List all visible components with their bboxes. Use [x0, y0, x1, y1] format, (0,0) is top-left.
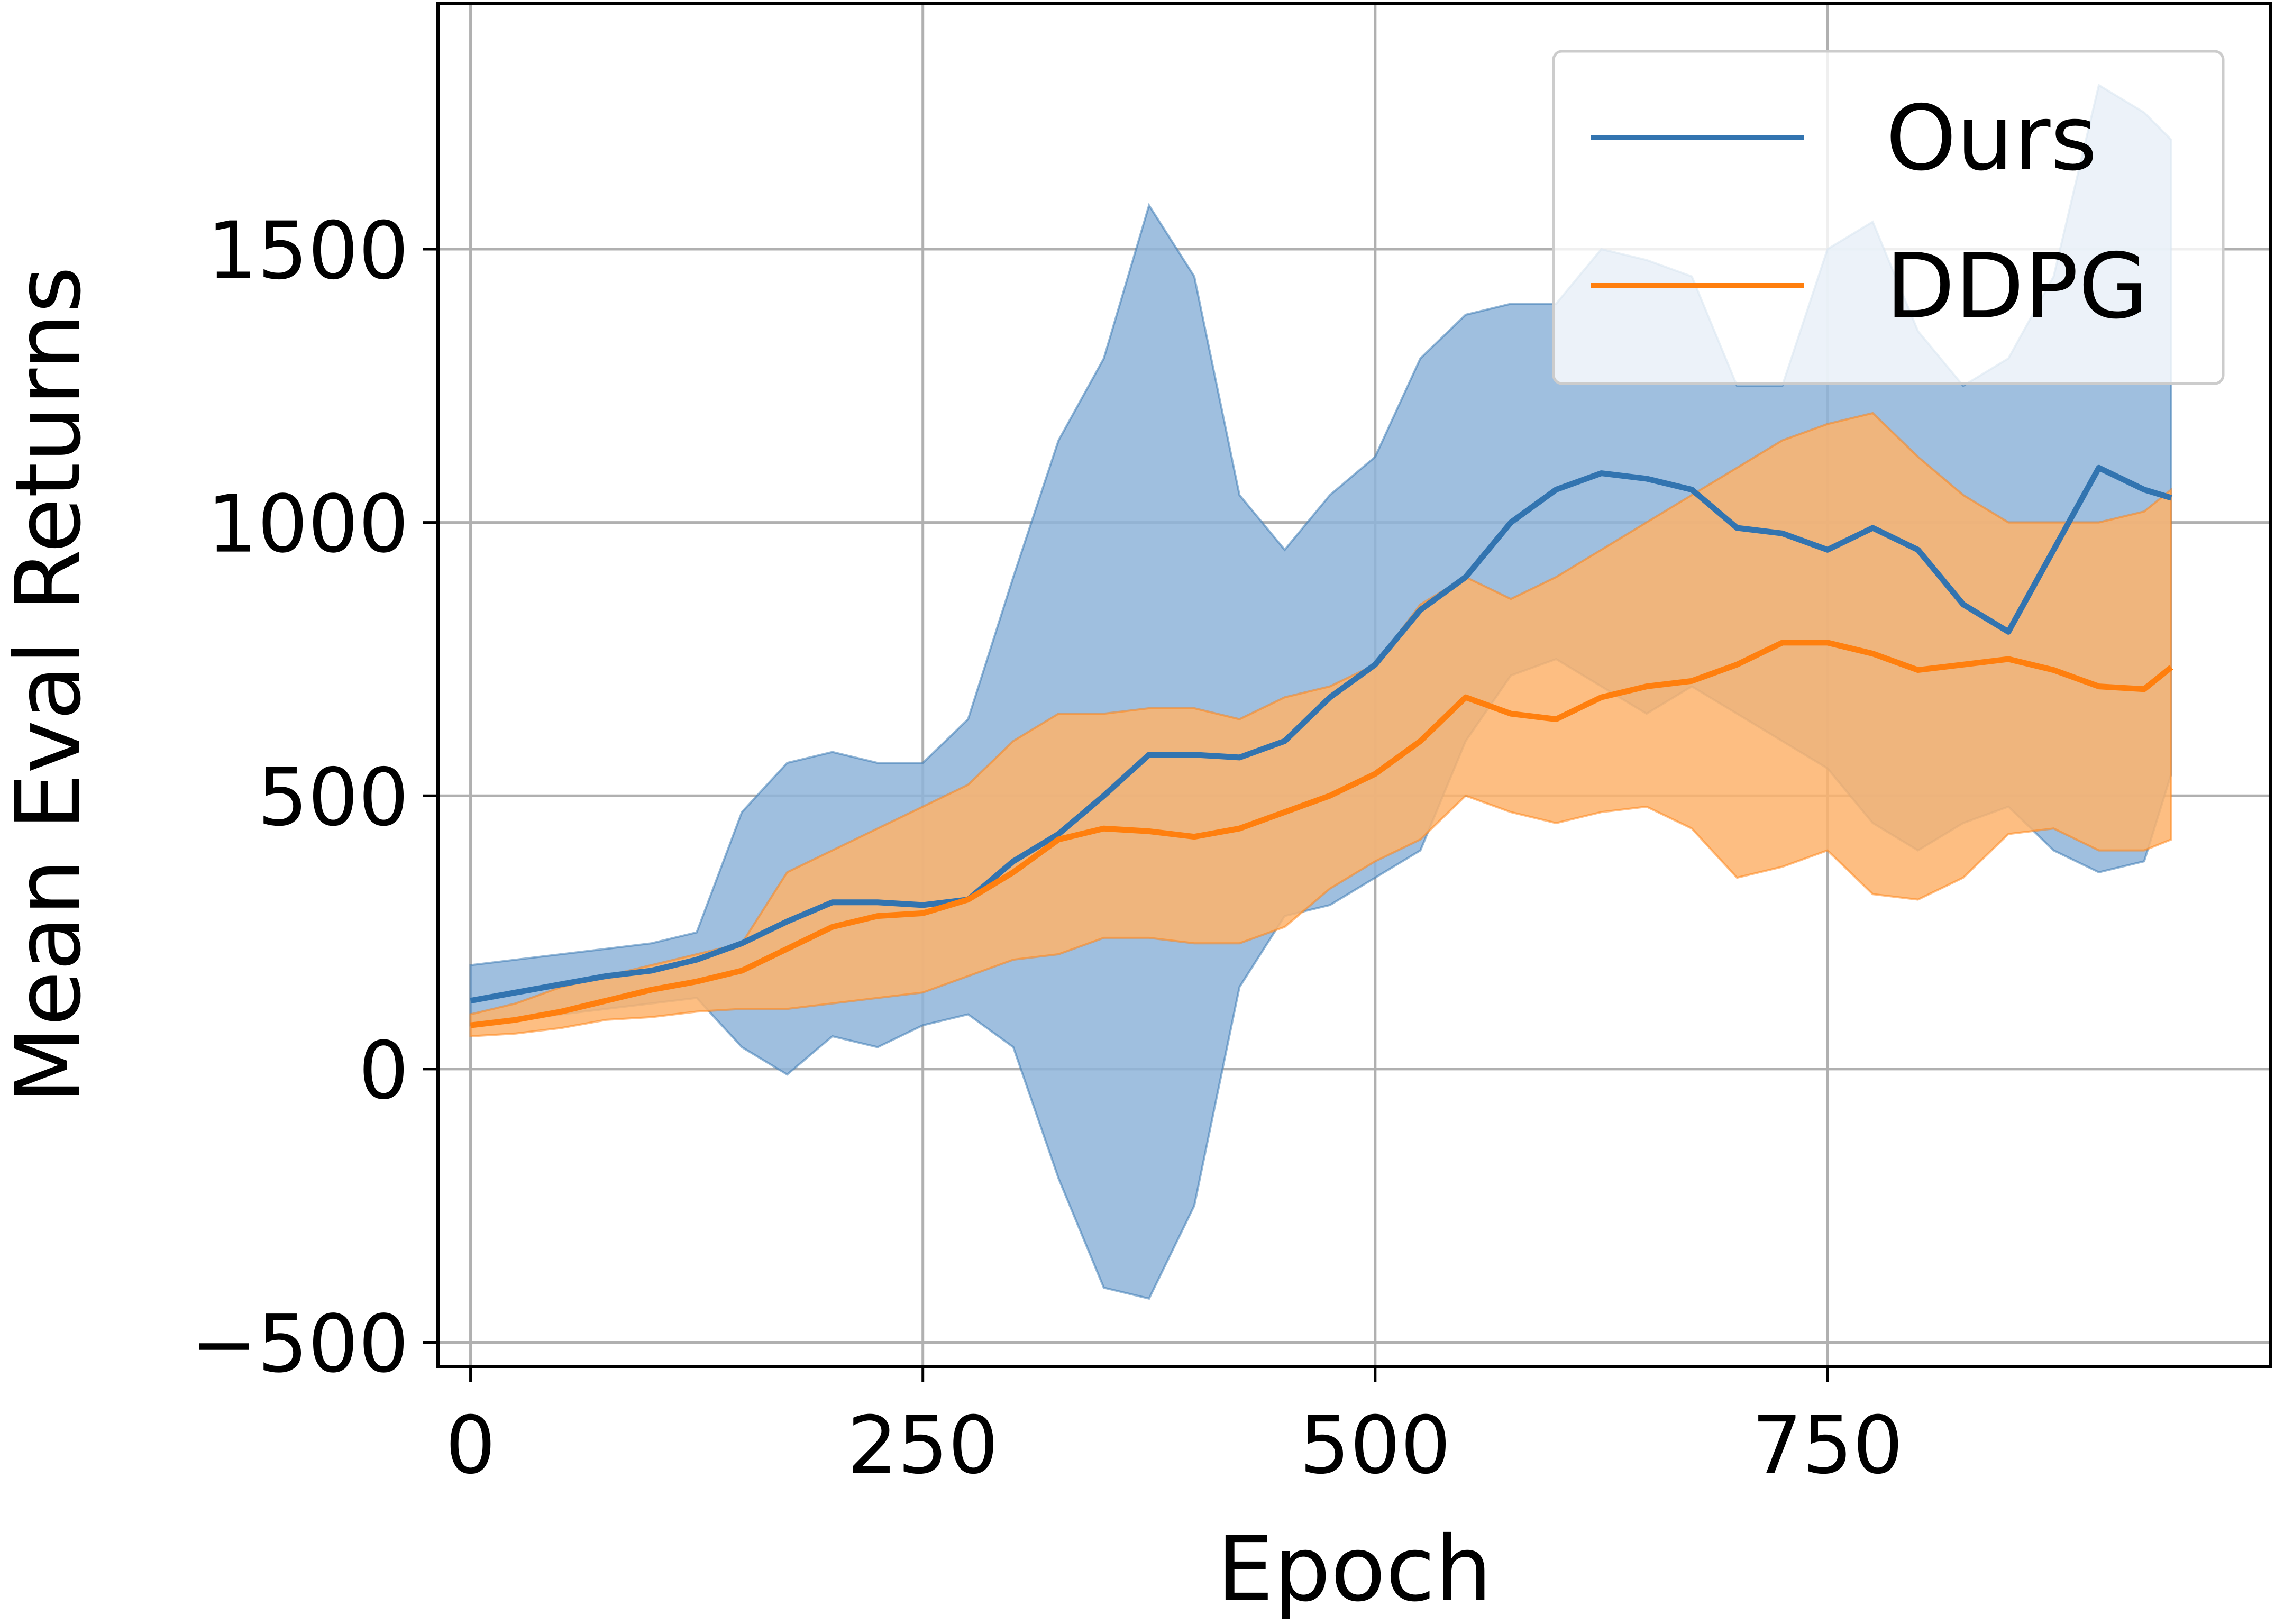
y-axis-label: Mean Eval Returns [0, 266, 101, 1103]
plot-area-frame [436, 2, 2272, 1368]
y-tick-label: 0 [359, 1025, 409, 1117]
legend-box [1552, 50, 2225, 385]
y-tick-label: 500 [258, 752, 409, 844]
x-axis-label: Epoch [1217, 1517, 1492, 1622]
y-tick-label: −500 [191, 1299, 409, 1391]
legend-label-ours: Ours [1886, 86, 2097, 191]
x-tick-label: 250 [847, 1400, 999, 1492]
line-ddpg [470, 640, 2173, 1028]
x-tick-label: 0 [445, 1400, 496, 1492]
legend-label-ddpg: DDPG [1886, 234, 2148, 339]
y-tick-label: 1500 [207, 205, 409, 297]
x-tick-label: 750 [1752, 1400, 1903, 1492]
x-tick-labels: 0 250 500 750 [445, 1400, 1903, 1492]
axis-ticks [423, 248, 1829, 1382]
line-ours [470, 464, 2172, 1004]
y-tick-labels: −500 0 500 1000 1500 [191, 205, 409, 1391]
x-tick-label: 500 [1300, 1400, 1451, 1492]
y-tick-label: 1000 [207, 479, 409, 571]
legend: Ours DDPG [1552, 50, 2225, 385]
series-lines [470, 464, 2173, 1028]
confidence-bands [469, 83, 2172, 1300]
band-ddpg [469, 412, 2172, 1038]
